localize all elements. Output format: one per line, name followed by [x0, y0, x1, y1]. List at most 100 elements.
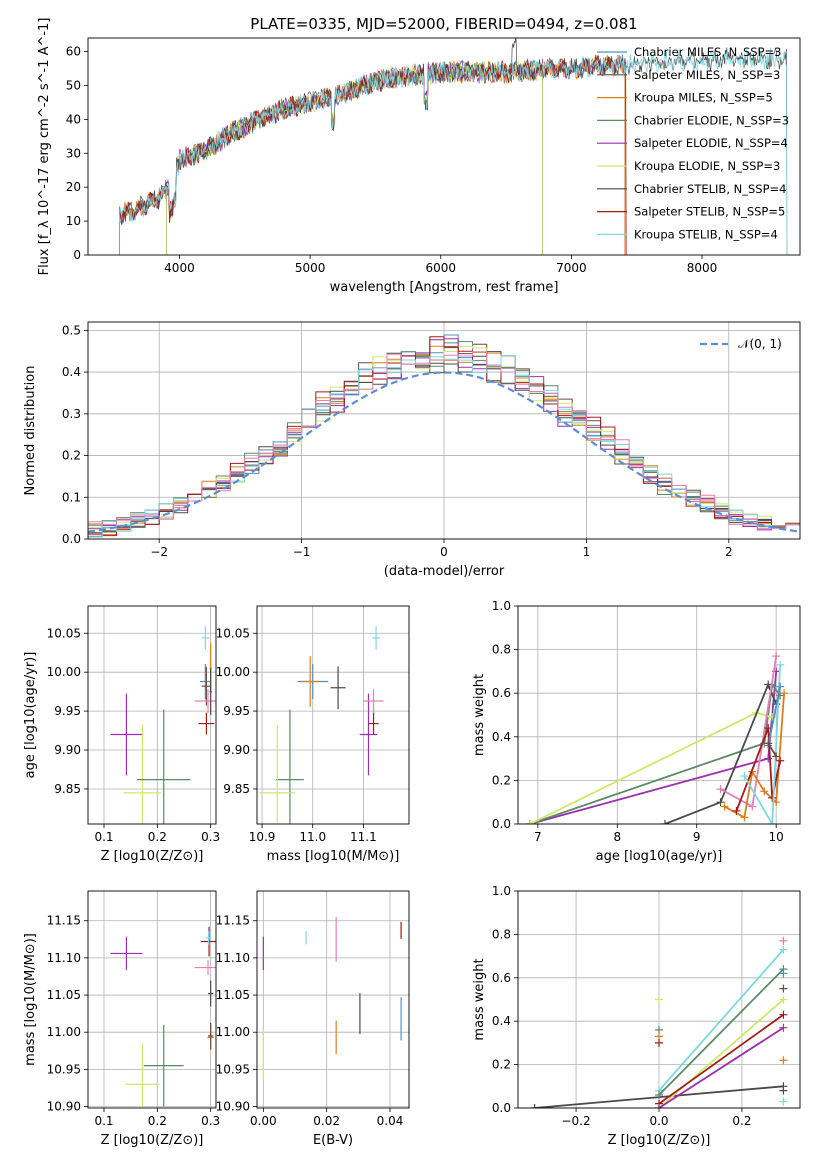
- x-tick-label: 0.1: [94, 830, 113, 844]
- weight-line: [664, 682, 778, 824]
- y-tick-label: 10.05: [47, 626, 81, 640]
- histogram-series: [88, 351, 800, 530]
- plot-area: [259, 626, 384, 824]
- y-tick-label: 60: [66, 45, 81, 59]
- x-tick-label: −0.2: [561, 1114, 590, 1128]
- weight-line: [658, 1026, 784, 1108]
- legend-label: Kroupa ELODIE, N_SSP=3: [634, 159, 780, 173]
- x-tick-label: 0.04: [377, 1114, 404, 1128]
- legend-label: Kroupa MILES, N_SSP=5: [634, 91, 773, 105]
- x-tick-label: 0.0: [649, 1114, 668, 1128]
- x-tick-label: 4000: [164, 261, 195, 275]
- x-axis-label: Z [log10(Z/Z⊙)]: [101, 849, 204, 864]
- weight-marker: [768, 713, 777, 722]
- weight-marker: [779, 1010, 788, 1019]
- y-tick-label: 0.3: [62, 407, 81, 421]
- weight-marker: [760, 787, 769, 796]
- y-tick-label: 0.2: [492, 1058, 511, 1072]
- x-axis-label: E(B-V): [313, 1133, 353, 1148]
- plot-area: [530, 936, 788, 1108]
- plot-area: [119, 38, 788, 255]
- y-tick-label: 0.0: [492, 1101, 511, 1115]
- panel-residuals: −2 −1 0 1 2 0.0 0.1 0.2 0.3 0.4 0.5 (data-model)/er…: [23, 321, 801, 579]
- weight-marker: [655, 1038, 663, 1047]
- weight-marker: [530, 1104, 539, 1108]
- grid: [257, 606, 409, 824]
- weight-marker: [655, 995, 663, 1004]
- y-tick-label: 0.4: [492, 1014, 511, 1028]
- axes-frame: [87, 321, 801, 540]
- plot-area: [88, 334, 800, 538]
- weight-marker: [779, 1023, 788, 1032]
- weight-marker: [740, 772, 749, 781]
- weight-line: [735, 727, 781, 812]
- y-tick-label: 11.05: [216, 988, 250, 1002]
- weight-marker: [776, 660, 785, 669]
- spectrum-line: [119, 47, 788, 255]
- y-tick-label: 10.90: [47, 1100, 81, 1114]
- y-tick-label: 0.5: [62, 323, 81, 337]
- x-axis-label: Z [log10(Z/Z⊙)]: [608, 1133, 711, 1148]
- figure-title: PLATE=0335, MJD=52000, FIBERID=0494, z=0…: [250, 15, 637, 33]
- y-tick-label: 30: [66, 146, 81, 160]
- y-axis-label: age [log10(age/yr)]: [23, 652, 38, 779]
- y-tick-label: 9.85: [54, 782, 81, 796]
- y-tick-label: 9.90: [54, 743, 81, 757]
- legend-label: Salpeter ELODIE, N_SSP=4: [634, 136, 788, 150]
- y-tick-label: 9.95: [223, 704, 250, 718]
- x-axis-label: wavelength [Angstrom, rest frame]: [330, 280, 559, 295]
- panel-mass-weight-vs-age: 7 8 9 10 0.0 0.2 0.4 0.6 0.8 1.0 age [log10(age/yr…: [472, 599, 801, 864]
- y-axis-label: Normed distribution: [23, 366, 38, 496]
- y-axis-label: Flux [f_λ 10^-17 erg cm^-2 s^-1 A^-1]: [37, 18, 52, 276]
- y-tick-label: 40: [66, 112, 81, 126]
- axes-frame: [517, 605, 801, 825]
- weight-marker: [764, 754, 773, 763]
- weight-marker: [779, 969, 788, 978]
- weight-marker: [716, 785, 725, 794]
- y-tick-label: 1.0: [492, 599, 511, 613]
- legend-label: Chabrier MILES, N_SSP=3: [634, 45, 781, 59]
- weight-marker: [779, 936, 788, 945]
- weight-marker: [779, 984, 788, 993]
- x-tick-label: 8: [613, 830, 621, 844]
- y-tick-label: 11.00: [47, 1025, 81, 1039]
- y-tick-label: 10.00: [216, 665, 250, 679]
- plot-area: [110, 626, 216, 824]
- legend-label: Salpeter MILES, N_SSP=3: [634, 68, 780, 82]
- axes-frame: [87, 605, 217, 825]
- weight-line: [658, 1013, 784, 1105]
- x-axis-label: Z [log10(Z/Z⊙)]: [101, 1133, 204, 1148]
- weight-marker: [732, 806, 741, 815]
- legend-label: Chabrier ELODIE, N_SSP=3: [634, 113, 789, 127]
- weight-marker: [776, 756, 785, 765]
- x-tick-label: 7000: [556, 261, 587, 275]
- y-axis-label: mass weight: [472, 958, 487, 1040]
- x-tick-label: 5000: [295, 261, 326, 275]
- normal-curve: [88, 371, 800, 533]
- y-tick-label: 1.0: [492, 884, 511, 898]
- y-axis-label: mass weight: [472, 674, 487, 756]
- weight-line: [529, 682, 781, 824]
- weight-marker: [764, 739, 773, 748]
- weight-marker: [776, 682, 785, 691]
- y-tick-label: 10.95: [47, 1062, 81, 1076]
- axes-frame: [256, 890, 410, 1109]
- y-tick-label: 11.10: [47, 951, 81, 965]
- weight-marker: [660, 820, 669, 824]
- panel-mass-weight-vs-Z: −0.2 0.0 0.2 0.0 0.2 0.4 0.6 0.8 1.0 Z [log10(Z/Z…: [472, 884, 801, 1148]
- x-tick-label: 2: [725, 545, 733, 559]
- x-tick-label: 11.1: [350, 830, 377, 844]
- legend-label: 𝒩(0, 1): [738, 337, 782, 351]
- panel-age-vs-Z: 0.1 0.2 0.3 9.85 9.90 9.95 10.00 10.05 Z [log10(…: [23, 605, 220, 864]
- x-tick-label: 10: [769, 830, 784, 844]
- y-tick-label: 10.90: [216, 1100, 250, 1114]
- y-tick-label: 0.1: [62, 490, 81, 504]
- weight-line: [658, 968, 785, 1096]
- x-tick-label: 7: [534, 830, 542, 844]
- y-tick-label: 0.4: [62, 365, 81, 379]
- y-tick-label: 0.0: [492, 817, 511, 831]
- x-tick-label: 0: [440, 545, 448, 559]
- x-axis-label: (data-model)/error: [384, 564, 505, 579]
- weight-marker: [779, 1086, 788, 1095]
- x-tick-label: 11.0: [299, 830, 326, 844]
